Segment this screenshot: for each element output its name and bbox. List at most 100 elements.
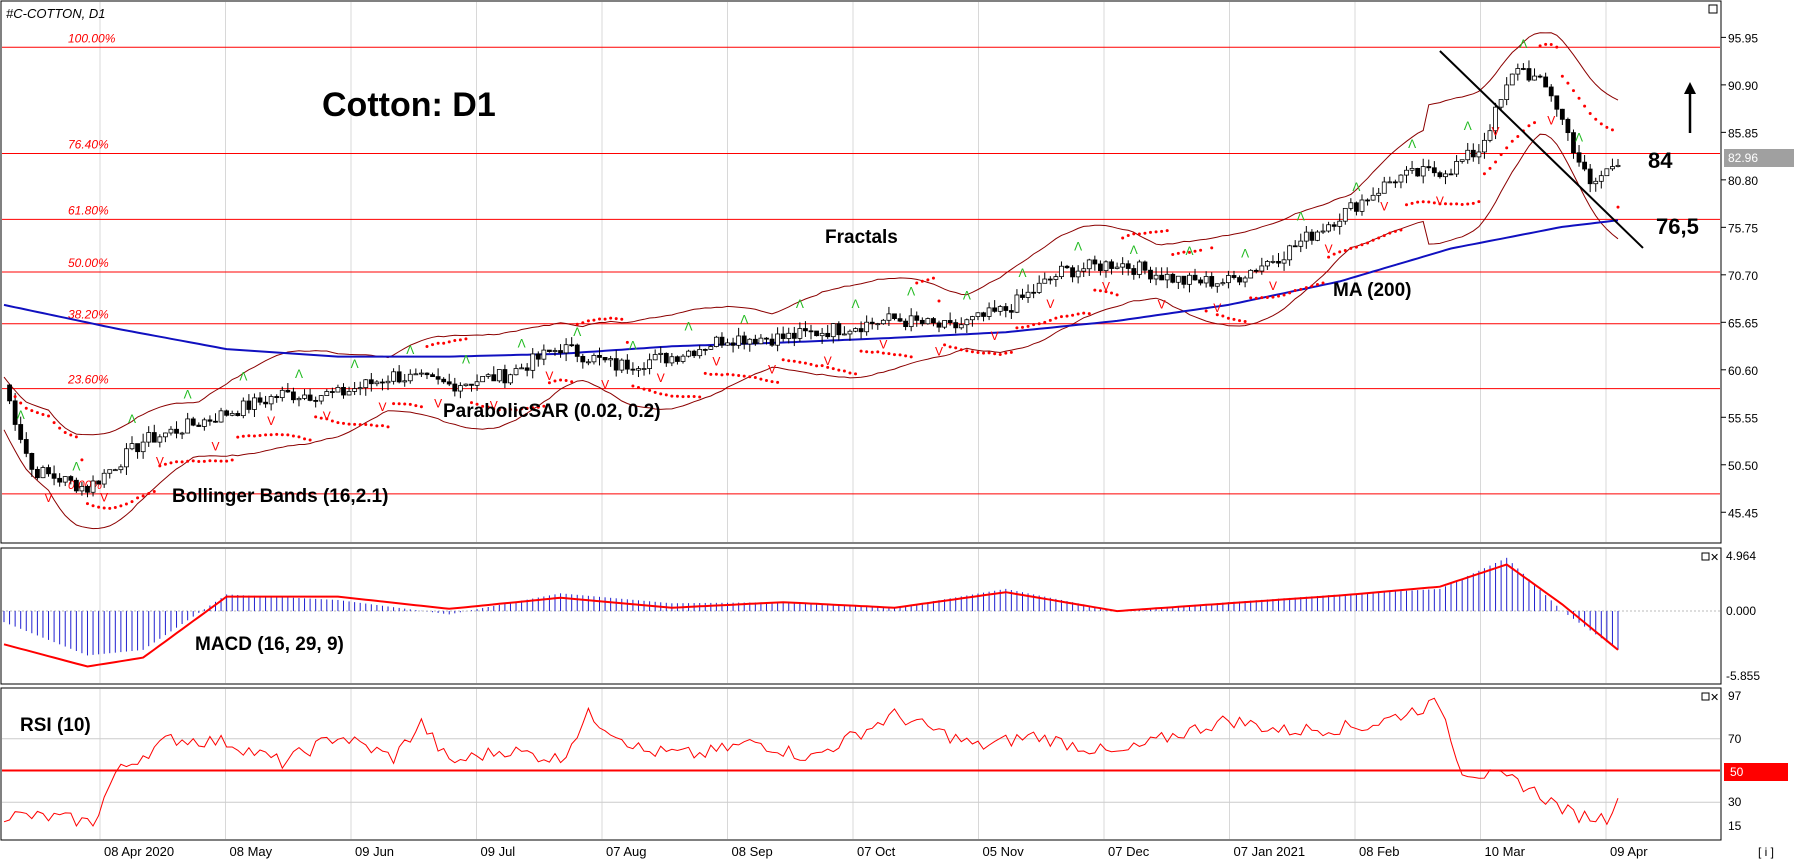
fractal-down-icon: V (1380, 199, 1388, 213)
sar-dot (364, 423, 368, 427)
fractal-up-icon: Λ (1241, 247, 1249, 261)
sar-dot (909, 355, 913, 359)
sar-dot (1399, 228, 1403, 232)
candle-body (1270, 260, 1276, 263)
candle-body (624, 359, 630, 370)
sar-dot (1193, 249, 1197, 253)
sar-dot (286, 433, 290, 437)
svg-text:✕: ✕ (1710, 692, 1719, 704)
fractal-down-icon: V (824, 354, 832, 368)
price-tick-label: 70.70 (1728, 269, 1758, 283)
candle-body (663, 352, 669, 364)
candle-body (1014, 294, 1020, 313)
candle-body (352, 388, 358, 392)
sar-dot (1148, 230, 1152, 234)
sar-dot (887, 352, 891, 356)
price-tick-label: 55.55 (1728, 411, 1758, 425)
candle-body (1170, 273, 1176, 283)
candle-body (1064, 265, 1070, 269)
sar-dot (681, 395, 685, 399)
macd-window-icons[interactable]: ✕ (1701, 552, 1719, 564)
sar-dot (341, 421, 345, 425)
sar-dot (1165, 229, 1169, 233)
sar-dot (69, 433, 73, 437)
sar-dot (1410, 201, 1414, 205)
sar-dot (314, 415, 318, 419)
candle-body (652, 354, 658, 361)
candle-body (803, 328, 808, 332)
sar-dot (970, 350, 974, 354)
sar-dot (219, 459, 223, 463)
candle-body (919, 319, 925, 325)
candle-body (1209, 276, 1215, 287)
sar-dot (737, 373, 741, 377)
fractal-down-icon: V (1325, 242, 1333, 256)
candle-body (1593, 180, 1599, 185)
candle-body (1404, 169, 1409, 176)
sar-dot (915, 281, 919, 285)
candle-body (1437, 172, 1443, 178)
macd-histogram (3, 557, 1619, 656)
candle-body (1365, 199, 1370, 202)
sar-dot (431, 343, 435, 347)
fib-label: 76.40% (68, 138, 109, 152)
sar-dot (920, 279, 924, 283)
sar-dot (1505, 146, 1509, 150)
sar-dot (508, 408, 512, 412)
candle-body (841, 333, 847, 336)
candle-body (368, 379, 374, 385)
sar-dot (1299, 287, 1303, 291)
candle-body (502, 369, 508, 384)
sar-dot (598, 317, 602, 321)
candle-body (1187, 274, 1192, 285)
sar-dot (1260, 296, 1264, 300)
sar-dot (1315, 282, 1319, 286)
candle-body (981, 312, 986, 317)
candle-body (758, 337, 764, 345)
sar-dot (842, 369, 846, 373)
sar-dot (336, 421, 340, 425)
sar-dot (559, 378, 563, 382)
candle-body (274, 396, 280, 399)
candle-body (1331, 224, 1337, 227)
candle-body (480, 376, 486, 383)
candle-body (619, 359, 625, 371)
footer-tag[interactable]: [ i ] (1758, 845, 1774, 859)
sar-dot (453, 339, 457, 343)
candle-body (675, 356, 680, 362)
sar-dot (141, 494, 145, 498)
sar-dot (130, 500, 134, 504)
candle-body (1509, 73, 1515, 86)
sar-dot (1427, 200, 1431, 204)
date-tick-label: 09 Jul (481, 844, 516, 859)
sar-dot (74, 435, 78, 439)
fractal-down-icon: V (712, 355, 720, 369)
fractals: Λ V Λ V Λ V Λ V Λ V Λ V Λ V Λ V Λ V Λ V Λ V Λ V Λ V Λ V Λ V Λ V Λ V Λ V Λ V Λ V… (17, 37, 1583, 505)
sar-dot (24, 406, 28, 410)
rsi-window-icons[interactable]: ✕ (1701, 692, 1719, 704)
candle-body (1359, 199, 1365, 212)
candle-body (1259, 265, 1265, 272)
candle-body (79, 486, 85, 492)
sar-dot (1544, 42, 1548, 46)
sar-dot (175, 460, 179, 464)
sar-dot (1238, 319, 1242, 323)
candle-body (1253, 269, 1259, 272)
candle-body (563, 344, 569, 354)
sar-dot (1160, 229, 1164, 233)
sar-dot (35, 411, 39, 415)
candle-body (1103, 261, 1109, 272)
candle-body (1053, 276, 1059, 280)
sar-dot (264, 433, 268, 437)
fractal-up-icon: Λ (740, 313, 748, 327)
date-tick-label: 05 Nov (983, 844, 1025, 859)
candle-body (1415, 168, 1421, 177)
candle-body (101, 472, 107, 485)
sar-dot (536, 405, 540, 409)
price-tick-label: 45.45 (1728, 506, 1758, 520)
candle-body (808, 330, 814, 333)
sar-dot (965, 349, 969, 353)
sar-dot (614, 317, 618, 321)
fractal-down-icon: V (100, 491, 108, 505)
maximize-icon[interactable] (1708, 4, 1718, 14)
